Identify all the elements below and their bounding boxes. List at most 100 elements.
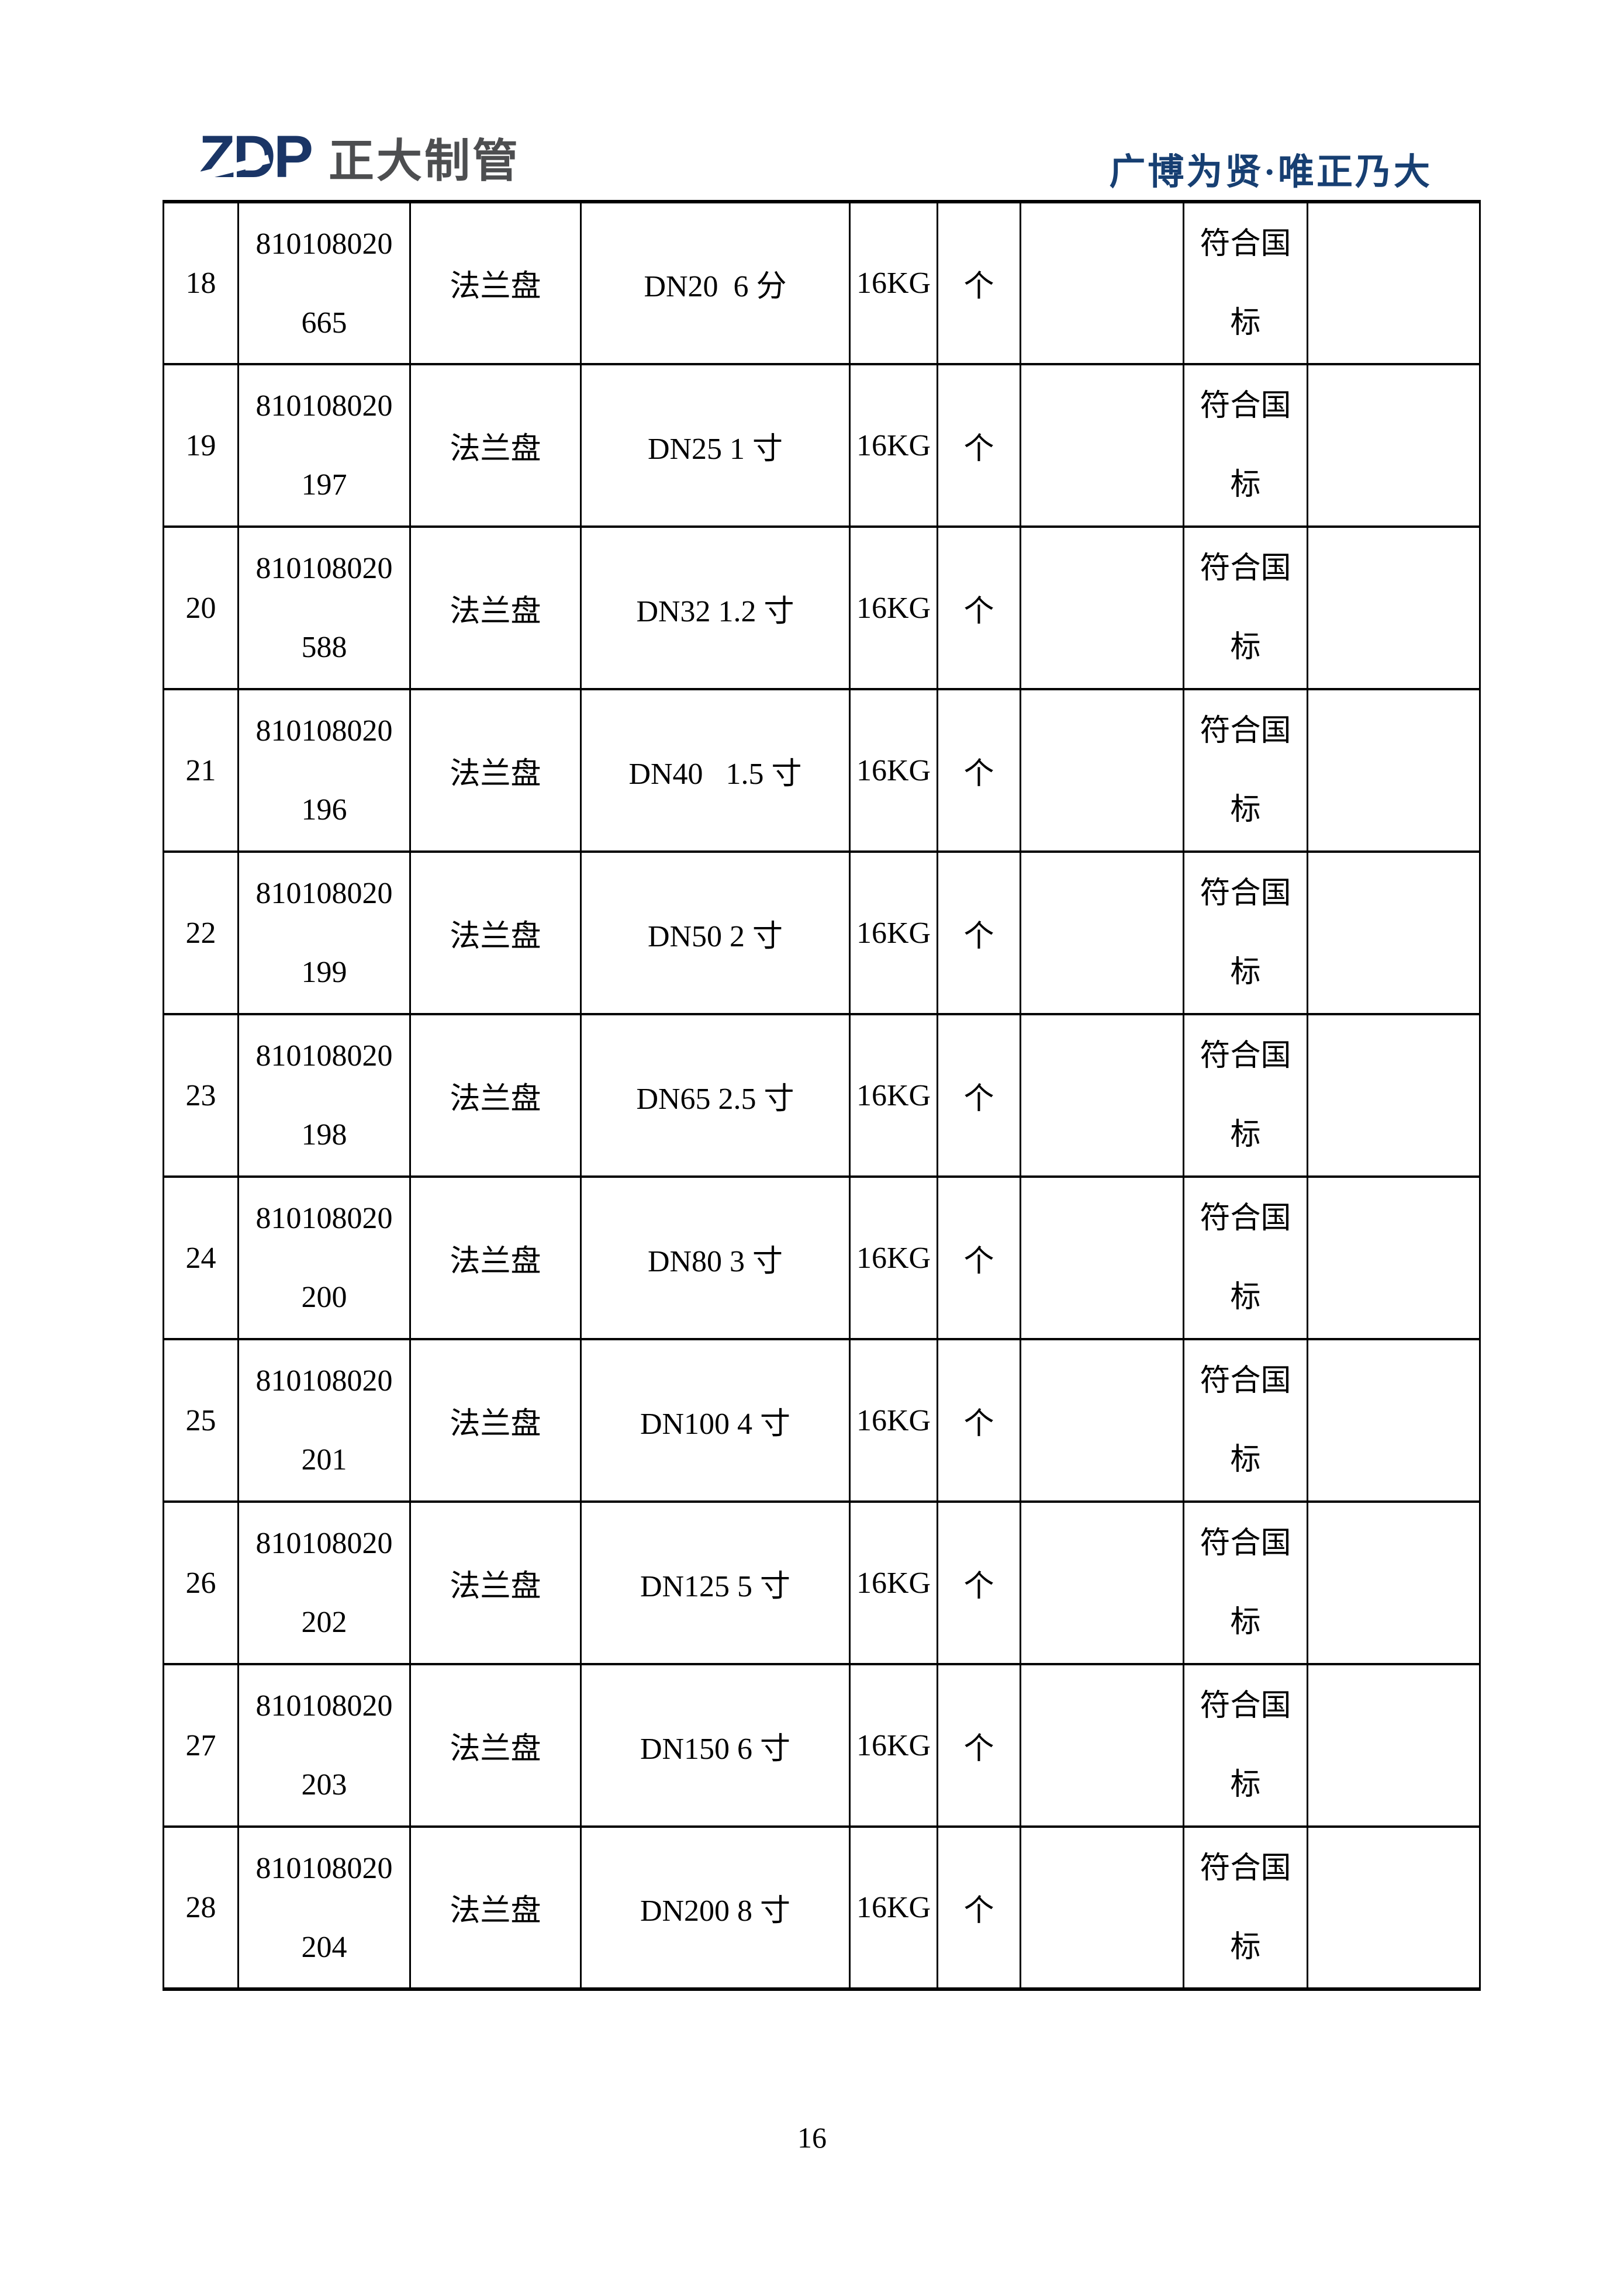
quantity-cell bbox=[1020, 1663, 1184, 1828]
material-code-cell-line: 202 bbox=[301, 1606, 347, 1639]
row-number-cell: 26 bbox=[163, 1500, 239, 1665]
material-code-cell-line: 810108020 bbox=[255, 714, 393, 748]
spec-cell: DN65 2.5 寸 bbox=[580, 1013, 851, 1178]
material-code-cell: 810108020 200 bbox=[237, 1175, 411, 1340]
quality-standard-cell: 符合国标 bbox=[1183, 1663, 1308, 1828]
table-row: 27 810108020 203 法兰盘 DN150 6 寸 16KG 个 符合国标 bbox=[163, 1663, 1481, 1828]
row-number-cell: 21 bbox=[163, 688, 239, 853]
quality-standard-cell-line: 标 bbox=[1230, 306, 1261, 340]
pressure-rating-cell: 16KG bbox=[849, 850, 938, 1015]
product-name-cell: 法兰盘 bbox=[409, 525, 582, 690]
product-name-cell: 法兰盘 bbox=[409, 688, 582, 853]
quality-standard-cell-line: 符合国 bbox=[1200, 1039, 1291, 1073]
material-code-cell-line: 810108020 bbox=[255, 227, 393, 261]
quality-standard-cell: 符合国标 bbox=[1183, 688, 1308, 853]
product-name-cell: 法兰盘 bbox=[409, 1500, 582, 1665]
material-code-cell-line: 198 bbox=[301, 1118, 347, 1152]
material-code-cell: 810108020 198 bbox=[237, 1013, 411, 1178]
quality-standard-cell-line: 符合国 bbox=[1200, 552, 1291, 585]
material-code-cell-line: 810108020 bbox=[255, 877, 393, 910]
quality-standard-cell-line: 符合国 bbox=[1200, 1851, 1291, 1885]
material-code-cell-line: 810108020 bbox=[255, 1527, 393, 1560]
table-row: 20 810108020 588 法兰盘 DN32 1.2 寸 16KG 个 符合国标 bbox=[163, 525, 1481, 690]
quantity-cell bbox=[1020, 1338, 1184, 1503]
row-number-cell: 28 bbox=[163, 1825, 239, 1990]
material-code-cell-line: 203 bbox=[301, 1768, 347, 1801]
remark-cell bbox=[1307, 1338, 1481, 1503]
quality-standard-cell-line: 标 bbox=[1230, 631, 1261, 664]
quality-standard-cell-line: 符合国 bbox=[1200, 389, 1291, 423]
quality-standard-cell-line: 标 bbox=[1230, 956, 1261, 989]
row-number-cell: 25 bbox=[163, 1338, 239, 1503]
quality-standard-cell: 符合国标 bbox=[1183, 1825, 1308, 1990]
unit-cell: 个 bbox=[937, 1500, 1021, 1665]
quality-standard-cell-line: 标 bbox=[1230, 1606, 1261, 1639]
table-row: 26 810108020 202 法兰盘 DN125 5 寸 16KG 个 符合国标 bbox=[163, 1500, 1481, 1665]
quality-standard-cell-line: 标 bbox=[1230, 793, 1261, 827]
material-code-cell-line: 810108020 bbox=[255, 1202, 393, 1235]
remark-cell bbox=[1307, 1825, 1481, 1990]
quantity-cell bbox=[1020, 1500, 1184, 1665]
quality-standard-cell: 符合国标 bbox=[1183, 1500, 1308, 1665]
unit-cell: 个 bbox=[937, 1175, 1021, 1340]
table-row: 28 810108020 204 法兰盘 DN200 8 寸 16KG 个 符合国标 bbox=[163, 1825, 1481, 1990]
pressure-rating-cell: 16KG bbox=[849, 688, 938, 853]
table-row: 25 810108020 201 法兰盘 DN100 4 寸 16KG 个 符合国标 bbox=[163, 1338, 1481, 1503]
material-code-cell-line: 810108020 bbox=[255, 1364, 393, 1398]
table-row: 23 810108020 198 法兰盘 DN65 2.5 寸 16KG 个 符合国标 bbox=[163, 1013, 1481, 1178]
material-code-cell-line: 810108020 bbox=[255, 1689, 393, 1723]
pressure-rating-cell: 16KG bbox=[849, 1175, 938, 1340]
remark-cell bbox=[1307, 688, 1481, 853]
quantity-cell bbox=[1020, 363, 1184, 528]
material-code-cell-line: 810108020 bbox=[255, 389, 393, 423]
material-code-cell-line: 196 bbox=[301, 793, 347, 827]
remark-cell bbox=[1307, 1663, 1481, 1828]
product-name-cell: 法兰盘 bbox=[409, 1663, 582, 1828]
pressure-rating-cell: 16KG bbox=[849, 200, 938, 365]
material-code-cell-line: 199 bbox=[301, 956, 347, 989]
unit-cell: 个 bbox=[937, 200, 1021, 365]
unit-cell: 个 bbox=[937, 850, 1021, 1015]
material-code-cell: 810108020 665 bbox=[237, 200, 411, 365]
material-code-cell: 810108020 199 bbox=[237, 850, 411, 1015]
quantity-cell bbox=[1020, 1825, 1184, 1990]
product-name-cell: 法兰盘 bbox=[409, 200, 582, 365]
quality-standard-cell-line: 符合国 bbox=[1200, 714, 1291, 748]
zdp-logo-icon: ZDP bbox=[199, 123, 313, 190]
material-code-cell: 810108020 196 bbox=[237, 688, 411, 853]
quality-standard-cell: 符合国标 bbox=[1183, 1013, 1308, 1178]
quality-standard-cell-line: 标 bbox=[1230, 1930, 1261, 1964]
material-code-cell-line: 810108020 bbox=[255, 1851, 393, 1885]
product-name-cell: 法兰盘 bbox=[409, 1825, 582, 1990]
material-code-cell-line: 810108020 bbox=[255, 552, 393, 585]
pressure-rating-cell: 16KG bbox=[849, 525, 938, 690]
material-code-cell: 810108020 204 bbox=[237, 1825, 411, 1990]
row-number-cell: 24 bbox=[163, 1175, 239, 1340]
table-row: 22 810108020 199 法兰盘 DN50 2 寸 16KG 个 符合国标 bbox=[163, 850, 1481, 1015]
material-code-cell-line: 810108020 bbox=[255, 1039, 393, 1073]
material-code-cell-line: 588 bbox=[301, 631, 347, 664]
product-name-cell: 法兰盘 bbox=[409, 850, 582, 1015]
quality-standard-cell-line: 标 bbox=[1230, 468, 1261, 502]
pressure-rating-cell: 16KG bbox=[849, 1500, 938, 1665]
remark-cell bbox=[1307, 1175, 1481, 1340]
company-slogan: 广博为贤·唯正乃大 bbox=[1109, 153, 1432, 192]
material-code-cell: 810108020 588 bbox=[237, 525, 411, 690]
table-row: 24 810108020 200 法兰盘 DN80 3 寸 16KG 个 符合国标 bbox=[163, 1175, 1481, 1340]
quantity-cell bbox=[1020, 850, 1184, 1015]
quality-standard-cell-line: 符合国 bbox=[1200, 1689, 1291, 1723]
spec-cell: DN100 4 寸 bbox=[580, 1338, 851, 1503]
product-name-cell: 法兰盘 bbox=[409, 1013, 582, 1178]
remark-cell bbox=[1307, 525, 1481, 690]
company-name: 正大制管 bbox=[329, 135, 521, 186]
material-code-cell: 810108020 197 bbox=[237, 363, 411, 528]
material-code-cell-line: 204 bbox=[301, 1930, 347, 1964]
company-logo: ZDP bbox=[195, 127, 313, 198]
row-number-cell: 18 bbox=[163, 200, 239, 365]
remark-cell bbox=[1307, 200, 1481, 365]
spec-cell: DN50 2 寸 bbox=[580, 850, 851, 1015]
quality-standard-cell: 符合国标 bbox=[1183, 200, 1308, 365]
pressure-rating-cell: 16KG bbox=[849, 1338, 938, 1503]
remark-cell bbox=[1307, 1013, 1481, 1178]
